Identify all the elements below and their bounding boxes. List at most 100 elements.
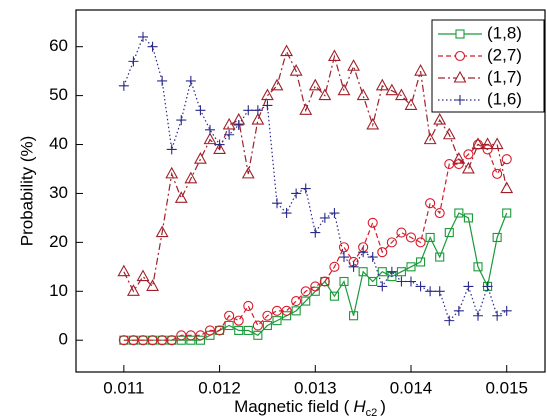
point (253, 330, 263, 340)
point (492, 168, 503, 179)
point (126, 284, 140, 296)
x-label-text: Magnetic field ( (234, 397, 350, 416)
point (176, 115, 187, 126)
point (358, 247, 369, 258)
point (404, 98, 418, 110)
legend-marker (454, 50, 466, 62)
point (193, 152, 207, 164)
point (415, 237, 426, 248)
point (260, 88, 274, 101)
point (204, 325, 216, 336)
point (318, 88, 332, 101)
point (243, 325, 253, 335)
x-tick-label: 0.011 (103, 378, 144, 397)
point (147, 41, 158, 52)
point (195, 105, 206, 116)
point (463, 281, 474, 292)
point (136, 269, 150, 282)
point (461, 161, 475, 174)
point (329, 291, 339, 301)
legend-marker (453, 70, 467, 83)
point (128, 335, 139, 346)
point (243, 300, 254, 312)
point (396, 267, 406, 277)
point (262, 320, 272, 331)
point (338, 242, 350, 253)
point (146, 279, 160, 291)
point (377, 247, 388, 258)
point (252, 320, 263, 331)
point (176, 330, 187, 341)
point (251, 112, 265, 125)
point (492, 310, 503, 321)
point (291, 188, 302, 199)
point (367, 217, 378, 228)
point (176, 335, 186, 345)
point (166, 144, 177, 155)
point (243, 105, 254, 116)
point (385, 83, 399, 96)
x-tick-label: 0.013 (294, 378, 337, 397)
point (501, 305, 512, 316)
point (291, 306, 301, 316)
legend-label: (1,8) (487, 23, 522, 42)
point (473, 310, 483, 321)
point (444, 228, 454, 238)
point (367, 252, 378, 263)
point (233, 315, 244, 326)
point (319, 276, 330, 287)
point (272, 198, 282, 209)
y-axis-label: Probability (%) (17, 136, 36, 247)
point (414, 64, 428, 76)
point (482, 281, 493, 292)
plot-frame (75, 9, 546, 373)
point (434, 207, 445, 219)
point (337, 83, 351, 96)
point (444, 159, 455, 170)
point (137, 335, 149, 346)
point (339, 276, 349, 287)
point (300, 183, 311, 194)
point (310, 286, 320, 296)
point (425, 198, 436, 209)
point (301, 296, 311, 306)
x-tick-label: 0.015 (485, 378, 528, 397)
point (213, 142, 227, 154)
point (224, 310, 235, 321)
point (289, 64, 303, 76)
point (166, 335, 177, 346)
point (416, 257, 426, 267)
point (329, 261, 340, 272)
x-tick-label: 0.014 (390, 378, 433, 397)
series-line (123, 143, 508, 341)
point (366, 117, 380, 130)
x-tick-label: 0.012 (198, 378, 241, 397)
series-line (123, 35, 507, 322)
point (347, 59, 361, 71)
point (481, 137, 495, 150)
y-tick-label: 30 (49, 183, 68, 202)
legend-label: (1,7) (487, 67, 522, 86)
point (415, 281, 426, 292)
point (291, 296, 302, 307)
legend-label: (2,7) (487, 45, 522, 64)
point (271, 305, 283, 316)
point (281, 305, 292, 316)
point (157, 335, 168, 346)
x-label-sub: c2 (366, 407, 378, 419)
y-tick-label: 0 (59, 330, 68, 349)
legend: (1,8) (2,7) (1,7) (1,6) (431, 19, 545, 113)
point (463, 213, 473, 223)
point (349, 311, 359, 321)
legend-box (431, 19, 545, 113)
point (425, 232, 435, 243)
point (157, 75, 168, 86)
point (377, 281, 388, 292)
point (396, 276, 407, 287)
point (348, 261, 359, 272)
point (368, 276, 378, 287)
point (375, 78, 389, 91)
point (282, 311, 292, 321)
point (319, 212, 330, 223)
point (453, 305, 464, 316)
